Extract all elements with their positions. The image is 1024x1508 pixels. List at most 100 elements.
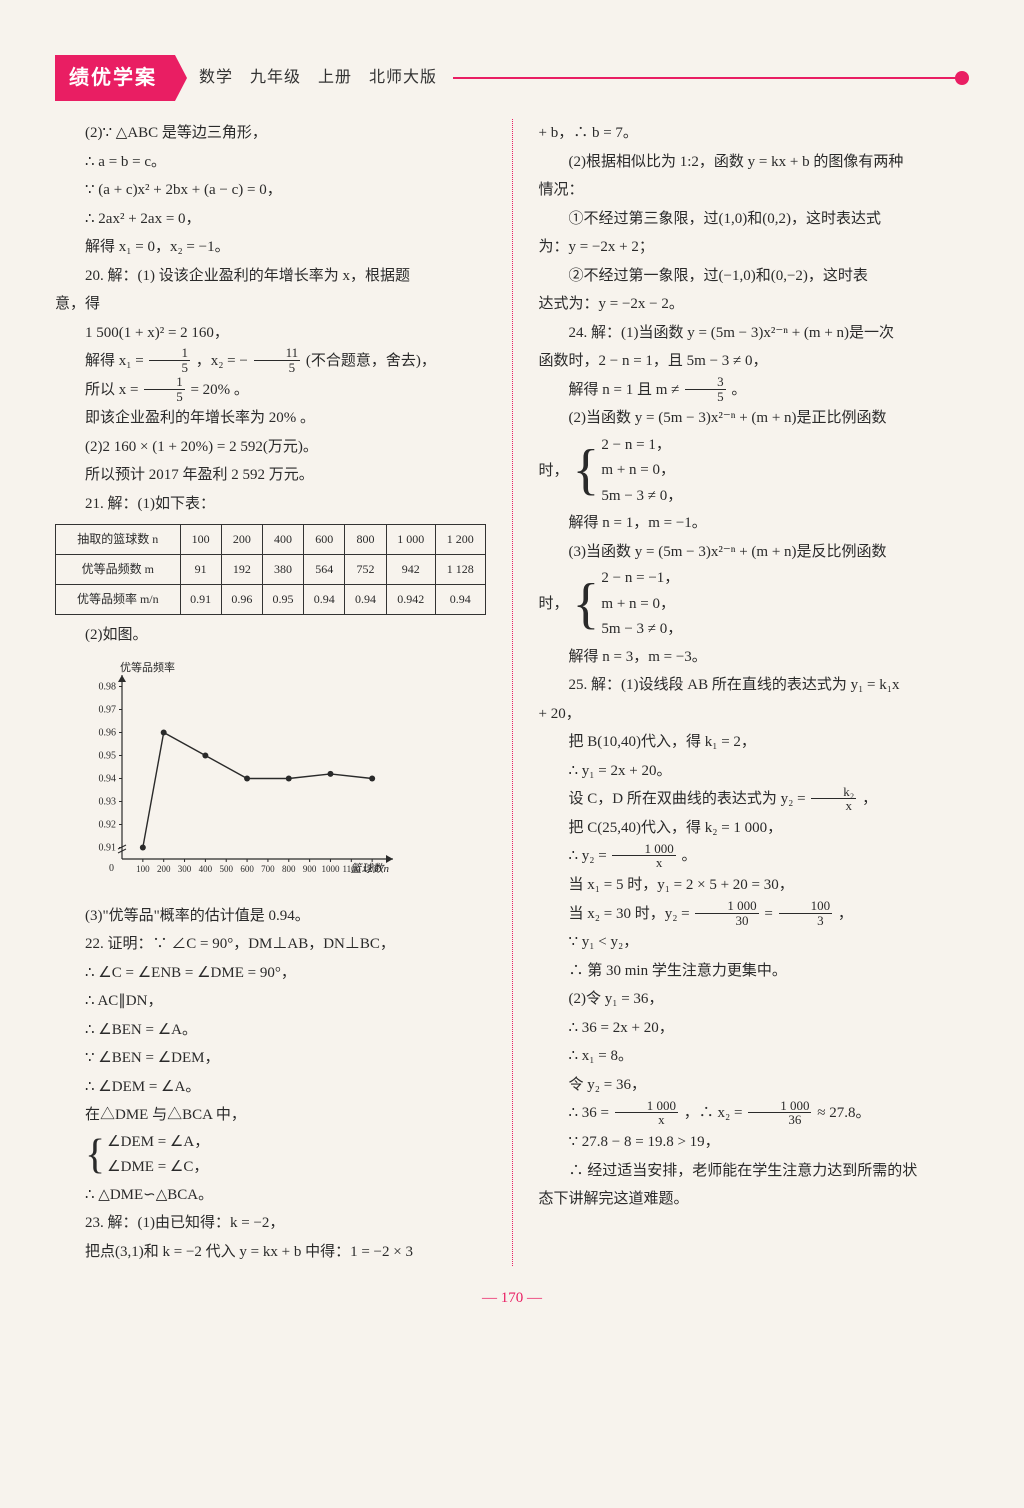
frequency-chart: 0.910.920.930.940.950.960.970.9801002003… [67,657,486,898]
text-line: + b，∴ b = 7。 [539,119,970,148]
text-line: 态下讲解完这道难题。 [539,1185,970,1214]
text: 解得 x₁ = [85,353,147,369]
fraction: 15 [144,375,185,403]
fraction: 1003 [779,899,833,927]
text: ∴ y₂ = [569,848,611,864]
text-line: 5m − 3 ≠ 0， [601,617,682,643]
text-line: (2)∵ △ABC 是等边三角形， [55,119,486,148]
text: = [764,906,776,922]
svg-text:100: 100 [136,864,150,874]
text-line: m + n = 0， [601,458,682,484]
text-line: ∴ ∠BEN = ∠A。 [55,1016,486,1045]
fraction: 1 000x [612,842,675,870]
text-line: 23. 解：(1)由已知得：k = −2， [55,1209,486,1238]
text-line: (3)"优等品"概率的估计值是 0.94。 [55,902,486,931]
text: 。 [681,848,696,864]
fraction: k₂x [811,785,856,813]
text-line: 2 − n = 1， [601,433,682,459]
frequency-table: 抽取的篮球数 n1002004006008001 0001 200 优等品频数 … [55,524,486,614]
svg-text:0.92: 0.92 [99,820,117,831]
text-line: 24. 解：(1)当函数 y = (5m − 3)x²⁻ⁿ + (m + n)是… [539,319,970,348]
text-line: 22. 证明：∵ ∠C = 90°，DM⊥AB，DN⊥BC， [55,930,486,959]
svg-text:0.98: 0.98 [99,682,117,693]
chart-svg: 0.910.920.930.940.950.960.970.9801002003… [67,657,407,887]
text-line: 设 C，D 所在双曲线的表达式为 y₂ = k₂x ， [539,785,970,814]
fraction: 15 [149,346,190,374]
text-line: ∠DEM = ∠A， [107,1130,209,1156]
text-line: 当 x₁ = 5 时，y₁ = 2 × 5 + 20 = 30， [539,871,970,900]
page-header: 绩优学案 数学 九年级 上册 北师大版 [55,55,969,101]
fraction: 1 00030 [695,899,758,927]
text-line: ∵ y₁ < y₂， [539,928,970,957]
text: 解得 n = 1 且 m ≠ [569,382,684,398]
svg-text:0: 0 [109,863,114,874]
text-line: ∠DME = ∠C， [107,1155,209,1181]
table-row: 抽取的篮球数 n1002004006008001 0001 200 [56,525,486,555]
text: 当 x₂ = 30 时，y₂ = [569,906,694,922]
text-line: 为：y = −2x + 2； [539,233,970,262]
text-line: ∵ 27.8 − 8 = 19.8 > 19， [539,1128,970,1157]
text-line: 把 B(10,40)代入，得 k₁ = 2， [539,728,970,757]
text-line: 2 − n = −1， [601,566,682,592]
text: ，∴ x₂ = [684,1105,746,1121]
text-line: ①不经过第三象限，过(1,0)和(0,2)，这时表达式 [539,205,970,234]
text-line: ∴ 2ax² + 2ax = 0， [55,205,486,234]
text-line: 情况： [539,176,970,205]
header-meta: 数学 九年级 上册 北师大版 [199,63,437,93]
right-column: + b，∴ b = 7。 (2)根据相似比为 1:2，函数 y = kx + b… [539,119,970,1266]
table-row: 优等品频率 m/n0.910.960.950.940.940.9420.94 [56,585,486,615]
text-line: ∵ (a + c)x² + 2bx + (a − c) = 0， [55,176,486,205]
text-line: ∴ 第 30 min 学生注意力更集中。 [539,957,970,986]
text: ≈ 27.8。 [817,1105,870,1121]
text-line: 20. 解：(1) 设该企业盈利的年增长率为 x，根据题 [55,262,486,291]
text: 设 C，D 所在双曲线的表达式为 y₂ = [569,791,810,807]
text-line: 1 500(1 + x)² = 2 160， [55,319,486,348]
text-line: ∴ ∠DEM = ∠A。 [55,1073,486,1102]
text-line: ∴ ∠C = ∠ENB = ∠DME = 90°， [55,959,486,988]
svg-text:300: 300 [178,864,192,874]
svg-text:0.95: 0.95 [99,751,117,762]
svg-text:800: 800 [282,864,296,874]
fraction: 115 [254,346,301,374]
text-line: (2)令 y₁ = 36， [539,985,970,1014]
text-line: 令 y₂ = 36， [539,1071,970,1100]
text-line: 所以 x = 15 = 20% 。 [55,376,486,405]
svg-text:0.96: 0.96 [99,728,117,739]
text-line: ∴ 36 = 2x + 20， [539,1014,970,1043]
text-line: ∴ AC∥DN， [55,987,486,1016]
text-line: 解得 x₁ = 0，x₂ = −1。 [55,233,486,262]
text-line: 把 C(25,40)代入，得 k₂ = 1 000， [539,814,970,843]
text-line: 即该企业盈利的年增长率为 20% 。 [55,404,486,433]
text: 。 [731,382,746,398]
text: ， [838,906,853,922]
text-line: ∴ x₁ = 8。 [539,1042,970,1071]
svg-text:500: 500 [219,864,233,874]
page-number: — 170 — [55,1284,969,1313]
text-line: 意，得 [55,290,486,319]
svg-text:0.91: 0.91 [99,843,117,854]
text-line: ∴ y₁ = 2x + 20。 [539,757,970,786]
brace-icon: { [573,454,600,488]
brace-icon: { [85,1143,105,1168]
header-dot-icon [955,71,969,85]
svg-text:700: 700 [261,864,275,874]
svg-text:200: 200 [157,864,171,874]
text-line: ∴ a = b = c。 [55,148,486,177]
text-line: 解得 n = 1 且 m ≠ 35 。 [539,376,970,405]
table-row: 优等品频数 m911923805647529421 128 [56,555,486,585]
text-line: (3)当函数 y = (5m − 3)x²⁻ⁿ + (m + n)是反比例函数 [539,538,970,567]
text-line: ∴ 经过适当安排，老师能在学生注意力达到所需的状 [539,1157,970,1186]
svg-text:900: 900 [303,864,317,874]
column-divider [512,119,513,1266]
text-line: 函数时，2 − n = 1，且 5m − 3 ≠ 0， [539,347,970,376]
brace-system: { ∠DEM = ∠A， ∠DME = ∠C， [55,1130,486,1181]
header-rule [453,77,962,79]
text-line: (2)2 160 × (1 + 20%) = 2 592(万元)。 [55,433,486,462]
text-line: 在△DME 与△BCA 中， [55,1101,486,1130]
text: = 20% 。 [190,382,248,398]
text-line: (2)当函数 y = (5m − 3)x²⁻ⁿ + (m + n)是正比例函数 [539,404,970,433]
text-line: 达式为：y = −2x − 2。 [539,290,970,319]
text-line: 解得 x₁ = 15 ，x₂ = − 115 (不合题意，舍去)， [55,347,486,376]
text: ， [862,791,877,807]
text-line: 25. 解：(1)设线段 AB 所在直线的表达式为 y₁ = k₁x [539,671,970,700]
